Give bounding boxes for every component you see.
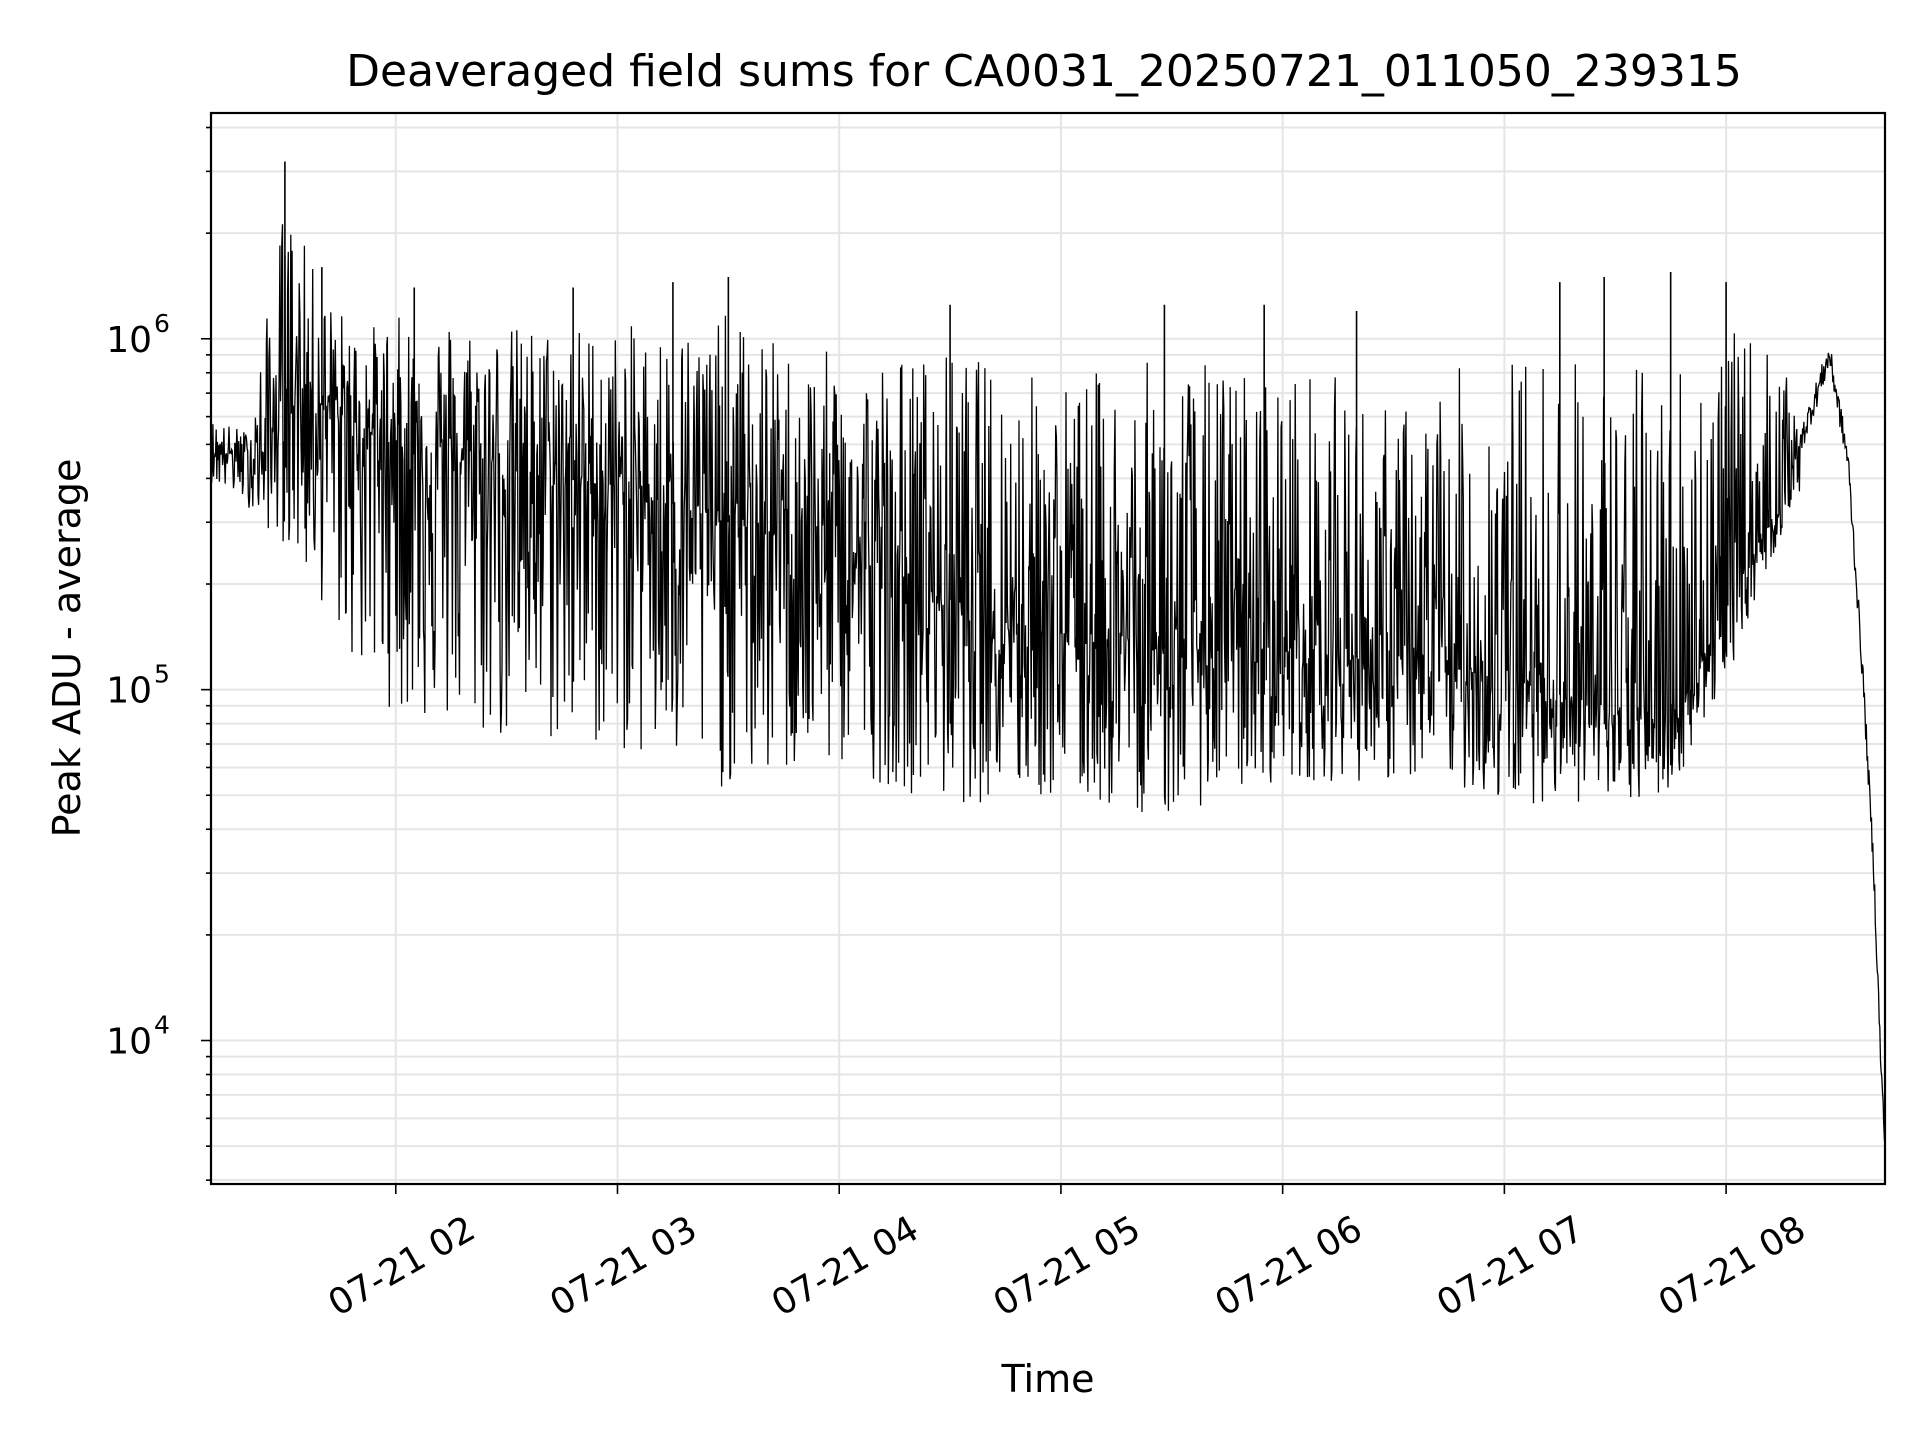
y-tick-label-exponent: 6	[154, 309, 170, 338]
y-tick-label: 10 4	[106, 1011, 170, 1063]
data-series	[210, 161, 1886, 1147]
y-tick-label: 10 6	[106, 309, 170, 361]
y-tick-label: 10 5	[106, 660, 170, 712]
chart-title: Deaveraged field sums for CA0031_2025072…	[346, 46, 1742, 97]
y-tick-label-base: 10	[106, 1022, 152, 1063]
plot-frame	[209, 111, 1887, 1186]
y-axis-label: Peak ADU - average	[45, 459, 89, 838]
series-line	[210, 224, 1886, 1147]
y-tick-label-base: 10	[106, 320, 152, 361]
y-tick-label-base: 10	[106, 671, 152, 712]
y-tick-label-exponent: 4	[154, 1011, 170, 1040]
x-axis-label: Time	[1001, 1357, 1095, 1401]
y-tick-label-exponent: 5	[154, 660, 170, 689]
